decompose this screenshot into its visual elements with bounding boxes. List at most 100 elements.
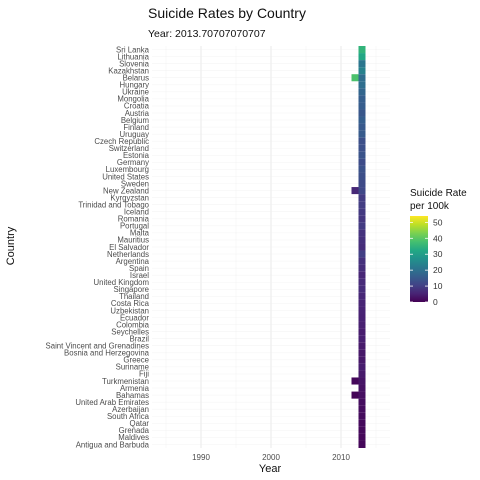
heatmap-tile [358, 53, 366, 61]
y-tick-label: New Zealand [103, 186, 149, 195]
x-axis-title: Year [259, 463, 282, 475]
x-axis-ticks: 1990 2000 2010 [192, 453, 350, 462]
heatmap-tile [358, 123, 366, 131]
heatmap-tile [358, 356, 366, 364]
legend-tick-label: 40 [433, 233, 443, 243]
y-tick-label: Croatia [124, 102, 150, 111]
y-tick-label: Grenada [119, 426, 150, 435]
y-tick-label: Belarus [123, 74, 150, 83]
y-tick-label: Germany [117, 158, 149, 167]
heatmap-tile [358, 144, 366, 152]
legend-colorbar [410, 216, 428, 302]
y-tick-label: Fiji [139, 370, 149, 379]
y-tick-label: Hungary [120, 81, 150, 90]
y-tick-label: Ukraine [122, 88, 149, 97]
x-tick-label: 2010 [332, 453, 350, 462]
y-tick-label: Singapore [113, 285, 149, 294]
y-tick-label: Slovenia [119, 59, 150, 68]
heatmap-tile [358, 405, 366, 413]
legend-title-line-2: per 100k [410, 201, 450, 212]
heatmap-tile [358, 74, 366, 82]
y-tick-label: Uruguay [120, 130, 150, 139]
heatmap-tiles [351, 46, 366, 448]
y-tick-label: Costa Rica [111, 299, 150, 308]
heatmap-tile [358, 440, 366, 448]
y-tick-label: Greece [123, 356, 149, 365]
heatmap-tile [358, 299, 366, 307]
y-tick-label: Spain [129, 264, 149, 273]
heatmap-tile [358, 278, 366, 286]
heatmap-tile [351, 74, 359, 82]
y-tick-label: Ecuador [120, 313, 149, 322]
heatmap-tile [358, 201, 366, 209]
legend-title-line-1: Suicide Rate [410, 188, 467, 199]
heatmap-tile [358, 67, 366, 75]
heatmap-tile [351, 187, 359, 195]
y-tick-label: Lithuania [117, 52, 149, 61]
y-tick-label: Kazakhstan [108, 66, 149, 75]
heatmap-tile [358, 384, 366, 392]
chart-title: Suicide Rates by Country [148, 5, 306, 21]
y-tick-label: Suriname [116, 363, 149, 372]
y-tick-label: Malta [130, 229, 150, 238]
legend-tick-label: 10 [433, 281, 443, 291]
y-tick-label: Mauritius [117, 236, 149, 245]
heatmap-tile [358, 306, 366, 314]
y-tick-label: Czech Republic [94, 137, 149, 146]
heatmap-tile [358, 102, 366, 110]
heatmap-tile [358, 116, 366, 124]
y-tick-label: Bahamas [116, 391, 149, 400]
y-tick-label: United Arab Emirates [75, 398, 149, 407]
heatmap-tile [358, 81, 366, 89]
heatmap-tile [358, 130, 366, 138]
y-tick-label: Belgium [121, 116, 149, 125]
y-tick-label: Trinidad and Tobago [78, 200, 149, 209]
y-tick-label: Sri Lanka [116, 45, 150, 54]
heatmap-tile [358, 342, 366, 350]
heatmap-tile [358, 264, 366, 272]
heatmap-tile [358, 95, 366, 103]
y-tick-label: Colombia [116, 320, 150, 329]
plot-panel [152, 46, 390, 448]
y-tick-label: United States [102, 172, 149, 181]
y-tick-label: Portugal [120, 222, 149, 231]
y-tick-label: Iceland [124, 208, 149, 217]
heatmap-tile [358, 412, 366, 420]
heatmap-tile [358, 391, 366, 399]
y-tick-label: Bosnia and Herzegovina [64, 349, 150, 358]
x-tick-label: 1990 [192, 453, 210, 462]
heatmap-tile [358, 363, 366, 371]
heatmap-tile [358, 165, 366, 173]
chart-subtitle: Year: 2013.70707070707 [148, 28, 266, 40]
heatmap-tile [358, 88, 366, 96]
heatmap-tile [358, 187, 366, 195]
y-tick-label: Maldives [118, 433, 149, 442]
y-tick-label: Estonia [123, 151, 150, 160]
y-tick-label: Argentina [116, 257, 150, 266]
y-tick-label: Thailand [119, 292, 149, 301]
heatmap-tile [358, 426, 366, 434]
legend-tick-label: 20 [433, 265, 443, 275]
heatmap-tile [351, 377, 359, 385]
y-tick-label: Sweden [121, 179, 149, 188]
y-tick-label: Turkmenistan [102, 377, 149, 386]
y-axis-title: Country [5, 226, 17, 265]
heatmap-tile [358, 314, 366, 322]
heatmap-tile [358, 208, 366, 216]
heatmap-tile [358, 321, 366, 329]
legend-ticks: 0 10 20 30 40 50 [410, 217, 443, 307]
y-tick-label: Qatar [130, 419, 150, 428]
y-tick-label: Saint Vincent and Grenadines [46, 342, 150, 351]
y-tick-label: Netherlands [107, 250, 149, 259]
y-tick-label: Finland [123, 123, 149, 132]
heatmap-tile [358, 194, 366, 202]
y-tick-label: Brazil [130, 334, 150, 343]
y-tick-label: Armenia [120, 384, 150, 393]
y-tick-label: Seychelles [111, 327, 149, 336]
y-tick-label: Uzbekistan [110, 306, 149, 315]
heatmap-tile [358, 285, 366, 293]
y-axis-ticks: Sri LankaLithuaniaSloveniaKazakhstanBela… [46, 45, 150, 449]
heatmap-tile [358, 257, 366, 265]
color-legend: Suicide Rate per 100k 0 10 20 30 40 50 [410, 188, 467, 307]
heatmap-tile [358, 433, 366, 441]
